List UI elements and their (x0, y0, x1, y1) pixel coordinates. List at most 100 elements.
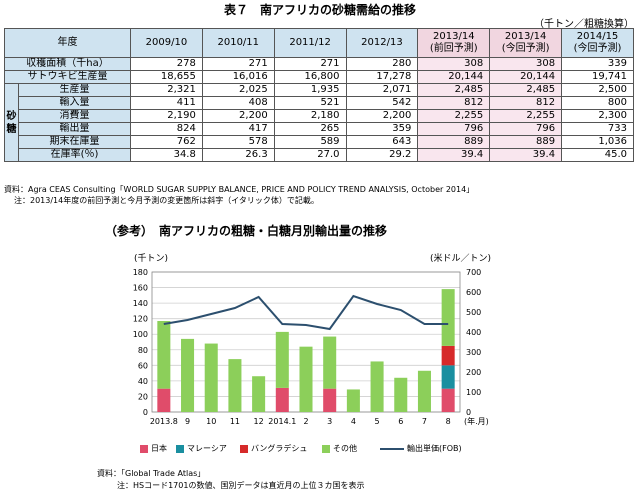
legend-item: バングラデシュ (240, 443, 307, 454)
bar-マレーシア (441, 365, 455, 389)
table-cell: 1,935 (273, 83, 347, 97)
legend-swatch (176, 444, 184, 453)
legend-line (380, 447, 404, 450)
y-tick-right: 400 (466, 328, 481, 337)
export-chart: 0 20 40 60 80 100 120 140 160 180 0 100 200 300 400 500… (133, 268, 489, 426)
table-cell: 408 (201, 96, 275, 110)
table-cell: 2,255 (417, 109, 491, 123)
x-tick-label: 5 (375, 417, 380, 426)
x-tick-label: 2 (303, 417, 308, 426)
table-row: 収穫面積（千ha） 278 271 271 280 308 308 339 (4, 57, 634, 71)
chart-title: （参考） 南アフリカの粗糖・白糖月別輸出量の推移 (105, 224, 388, 238)
y-tick-right: 600 (466, 288, 481, 297)
legend-label: その他 (333, 444, 357, 453)
bar-その他 (275, 331, 289, 388)
table-cell: 889 (489, 135, 563, 149)
bar-バングラデシュ (441, 345, 455, 366)
table-cell: 18,655 (130, 70, 203, 84)
bar-その他 (252, 376, 266, 412)
table-cell: 45.0 (561, 148, 634, 162)
table-cell: 643 (345, 135, 419, 149)
x-tick-label: 12 (254, 417, 264, 426)
table-cell: 417 (201, 122, 275, 136)
price-line (163, 294, 449, 331)
bar-日本 (157, 388, 171, 412)
col-header: 2013/14 (前回予測) (417, 28, 491, 58)
bar-その他 (441, 289, 455, 346)
col-header: 2010/11 (201, 28, 275, 58)
table-cell: 762 (130, 135, 203, 149)
x-tick-label: 2013.8 (150, 417, 178, 426)
table-cell: 278 (130, 57, 203, 71)
y-tick-right: 300 (466, 348, 481, 357)
table-row: 輸入量 411 408 521 542 812 812 800 (5, 96, 634, 110)
table-cell: 800 (561, 96, 634, 110)
bar-その他 (204, 343, 218, 412)
y-tick-left: 80 (138, 346, 148, 355)
table-cell: 19,741 (561, 70, 634, 84)
table-cell: 20,144 (417, 70, 491, 84)
table-cell: 2,190 (130, 109, 203, 123)
table-cell: 2,321 (130, 83, 203, 97)
table-cell: 812 (417, 96, 491, 110)
row-label: 期末在庫量 (18, 135, 131, 149)
table-cell: 26.3 (201, 148, 275, 162)
col-header: 2009/10 (130, 28, 203, 58)
bar-日本 (275, 387, 289, 412)
table-cell: 39.4 (417, 148, 491, 162)
table-row: 輸出量 824 417 265 359 796 796 733 (5, 122, 634, 136)
table-cell: 16,800 (273, 70, 347, 84)
table-cell: 2,071 (345, 83, 419, 97)
y-tick-left: 180 (133, 268, 148, 277)
y-axis-right-label: (米ドル／トン) (430, 254, 492, 264)
table-cell: 20,144 (489, 70, 563, 84)
bar-日本 (323, 388, 337, 412)
table-cell: 34.8 (130, 148, 203, 162)
table-cell: 2,025 (201, 83, 275, 97)
row-label: 収穫面積（千ha） (4, 57, 131, 71)
bar-その他 (228, 359, 242, 412)
legend-item: その他 (322, 443, 357, 454)
x-axis-label: (年.月) (464, 416, 489, 426)
bar-その他 (346, 389, 360, 412)
y-tick-left: 120 (133, 315, 148, 324)
row-label: 輸出量 (18, 122, 131, 136)
table-cell: 2,200 (345, 109, 419, 123)
x-tick-label: 10 (206, 417, 216, 426)
legend-item: 日本 (140, 443, 167, 454)
table-cell: 2,485 (417, 83, 491, 97)
table-cell: 359 (345, 122, 419, 136)
col-header: 2011/12 (273, 28, 347, 58)
table-cell: 339 (561, 57, 634, 71)
footnote: 注：2013/14年度の前回予測と今月予測の変更箇所は斜字（イタリック体）で記載… (14, 196, 319, 205)
legend-label: マレーシア (187, 444, 227, 453)
row-label: サトウキビ生産量 (4, 70, 131, 84)
table-cell: 17,278 (345, 70, 419, 84)
header-label: 年度 (4, 28, 131, 58)
table-cell: 271 (201, 57, 275, 71)
y-tick-left: 60 (138, 361, 148, 370)
bar-その他 (181, 338, 195, 412)
table-cell: 824 (130, 122, 203, 136)
bar-その他 (394, 377, 408, 412)
y-tick-left: 40 (138, 377, 148, 386)
table-cell: 280 (345, 57, 419, 71)
legend-item: マレーシア (176, 443, 227, 454)
table-cell: 39.4 (489, 148, 563, 162)
table-header-row: 年度 2009/10 2010/11 2011/12 2012/13 2013/… (4, 28, 634, 58)
chart-footnote: 注：HSコード1701の数値、国別データは直近月の上位３カ国を表示 (117, 481, 365, 490)
table-cell: 2,180 (273, 109, 347, 123)
table-cell: 2,255 (489, 109, 563, 123)
table-cell: 411 (130, 96, 203, 110)
y-tick-right: 200 (466, 368, 481, 377)
x-tick-label: 6 (398, 417, 403, 426)
y-tick-left: 140 (133, 299, 148, 308)
col-header: 2013/14 (今回予測) (489, 28, 563, 58)
row-label: 生産量 (18, 83, 131, 97)
bar-日本 (441, 388, 455, 412)
page-title: 表７ 南アフリカの砂糖需給の推移 (223, 3, 416, 17)
bar-その他 (417, 370, 431, 412)
y-tick-left: 20 (138, 392, 148, 401)
supply-demand-table: 年度 2009/10 2010/11 2011/12 2012/13 2013/… (4, 28, 634, 162)
